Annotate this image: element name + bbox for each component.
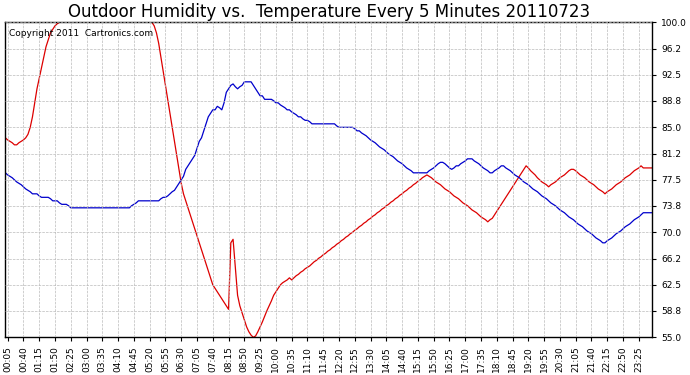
Text: Copyright 2011  Cartronics.com: Copyright 2011 Cartronics.com: [9, 28, 152, 38]
Title: Outdoor Humidity vs.  Temperature Every 5 Minutes 20110723: Outdoor Humidity vs. Temperature Every 5…: [68, 3, 590, 21]
